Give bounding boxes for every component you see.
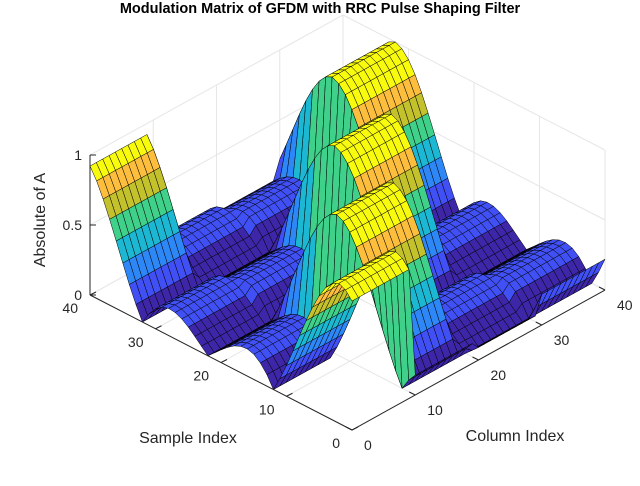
z-tick-label: 1 (74, 147, 82, 163)
column-tick-label: 20 (491, 367, 507, 383)
sample-tick (155, 325, 162, 330)
sample-tick-label: 0 (332, 435, 340, 451)
column-tick-label: 10 (427, 402, 443, 418)
column-tick (598, 286, 606, 291)
sample-tick (286, 392, 293, 397)
column-tick (472, 356, 479, 361)
chart-title: Modulation Matrix of GFDM with RRC Pulse… (119, 1, 521, 17)
column-tick (535, 321, 542, 326)
column-axis-label: Column Index (466, 428, 565, 445)
sample-tick (220, 359, 228, 363)
sample-axis-label: Sample Index (139, 430, 237, 447)
sample-tick (351, 426, 359, 431)
sample-tick-label: 40 (62, 300, 78, 316)
sample-tick-label: 10 (259, 401, 275, 417)
sample-tick-label: 20 (193, 368, 209, 384)
column-tick-label: 40 (617, 297, 633, 313)
column-tick (345, 426, 353, 431)
column-tick-label: 30 (554, 332, 570, 348)
surface-patch (345, 286, 359, 302)
column-tick-label: 0 (364, 437, 372, 453)
sample-tick-label: 30 (128, 334, 144, 350)
gridline (89, 14, 606, 156)
z-tick-label: 0.5 (63, 217, 83, 233)
column-tick (409, 391, 416, 396)
z-axis-label: Absolute of A (32, 173, 49, 268)
z-tick-label: 0 (74, 287, 82, 303)
